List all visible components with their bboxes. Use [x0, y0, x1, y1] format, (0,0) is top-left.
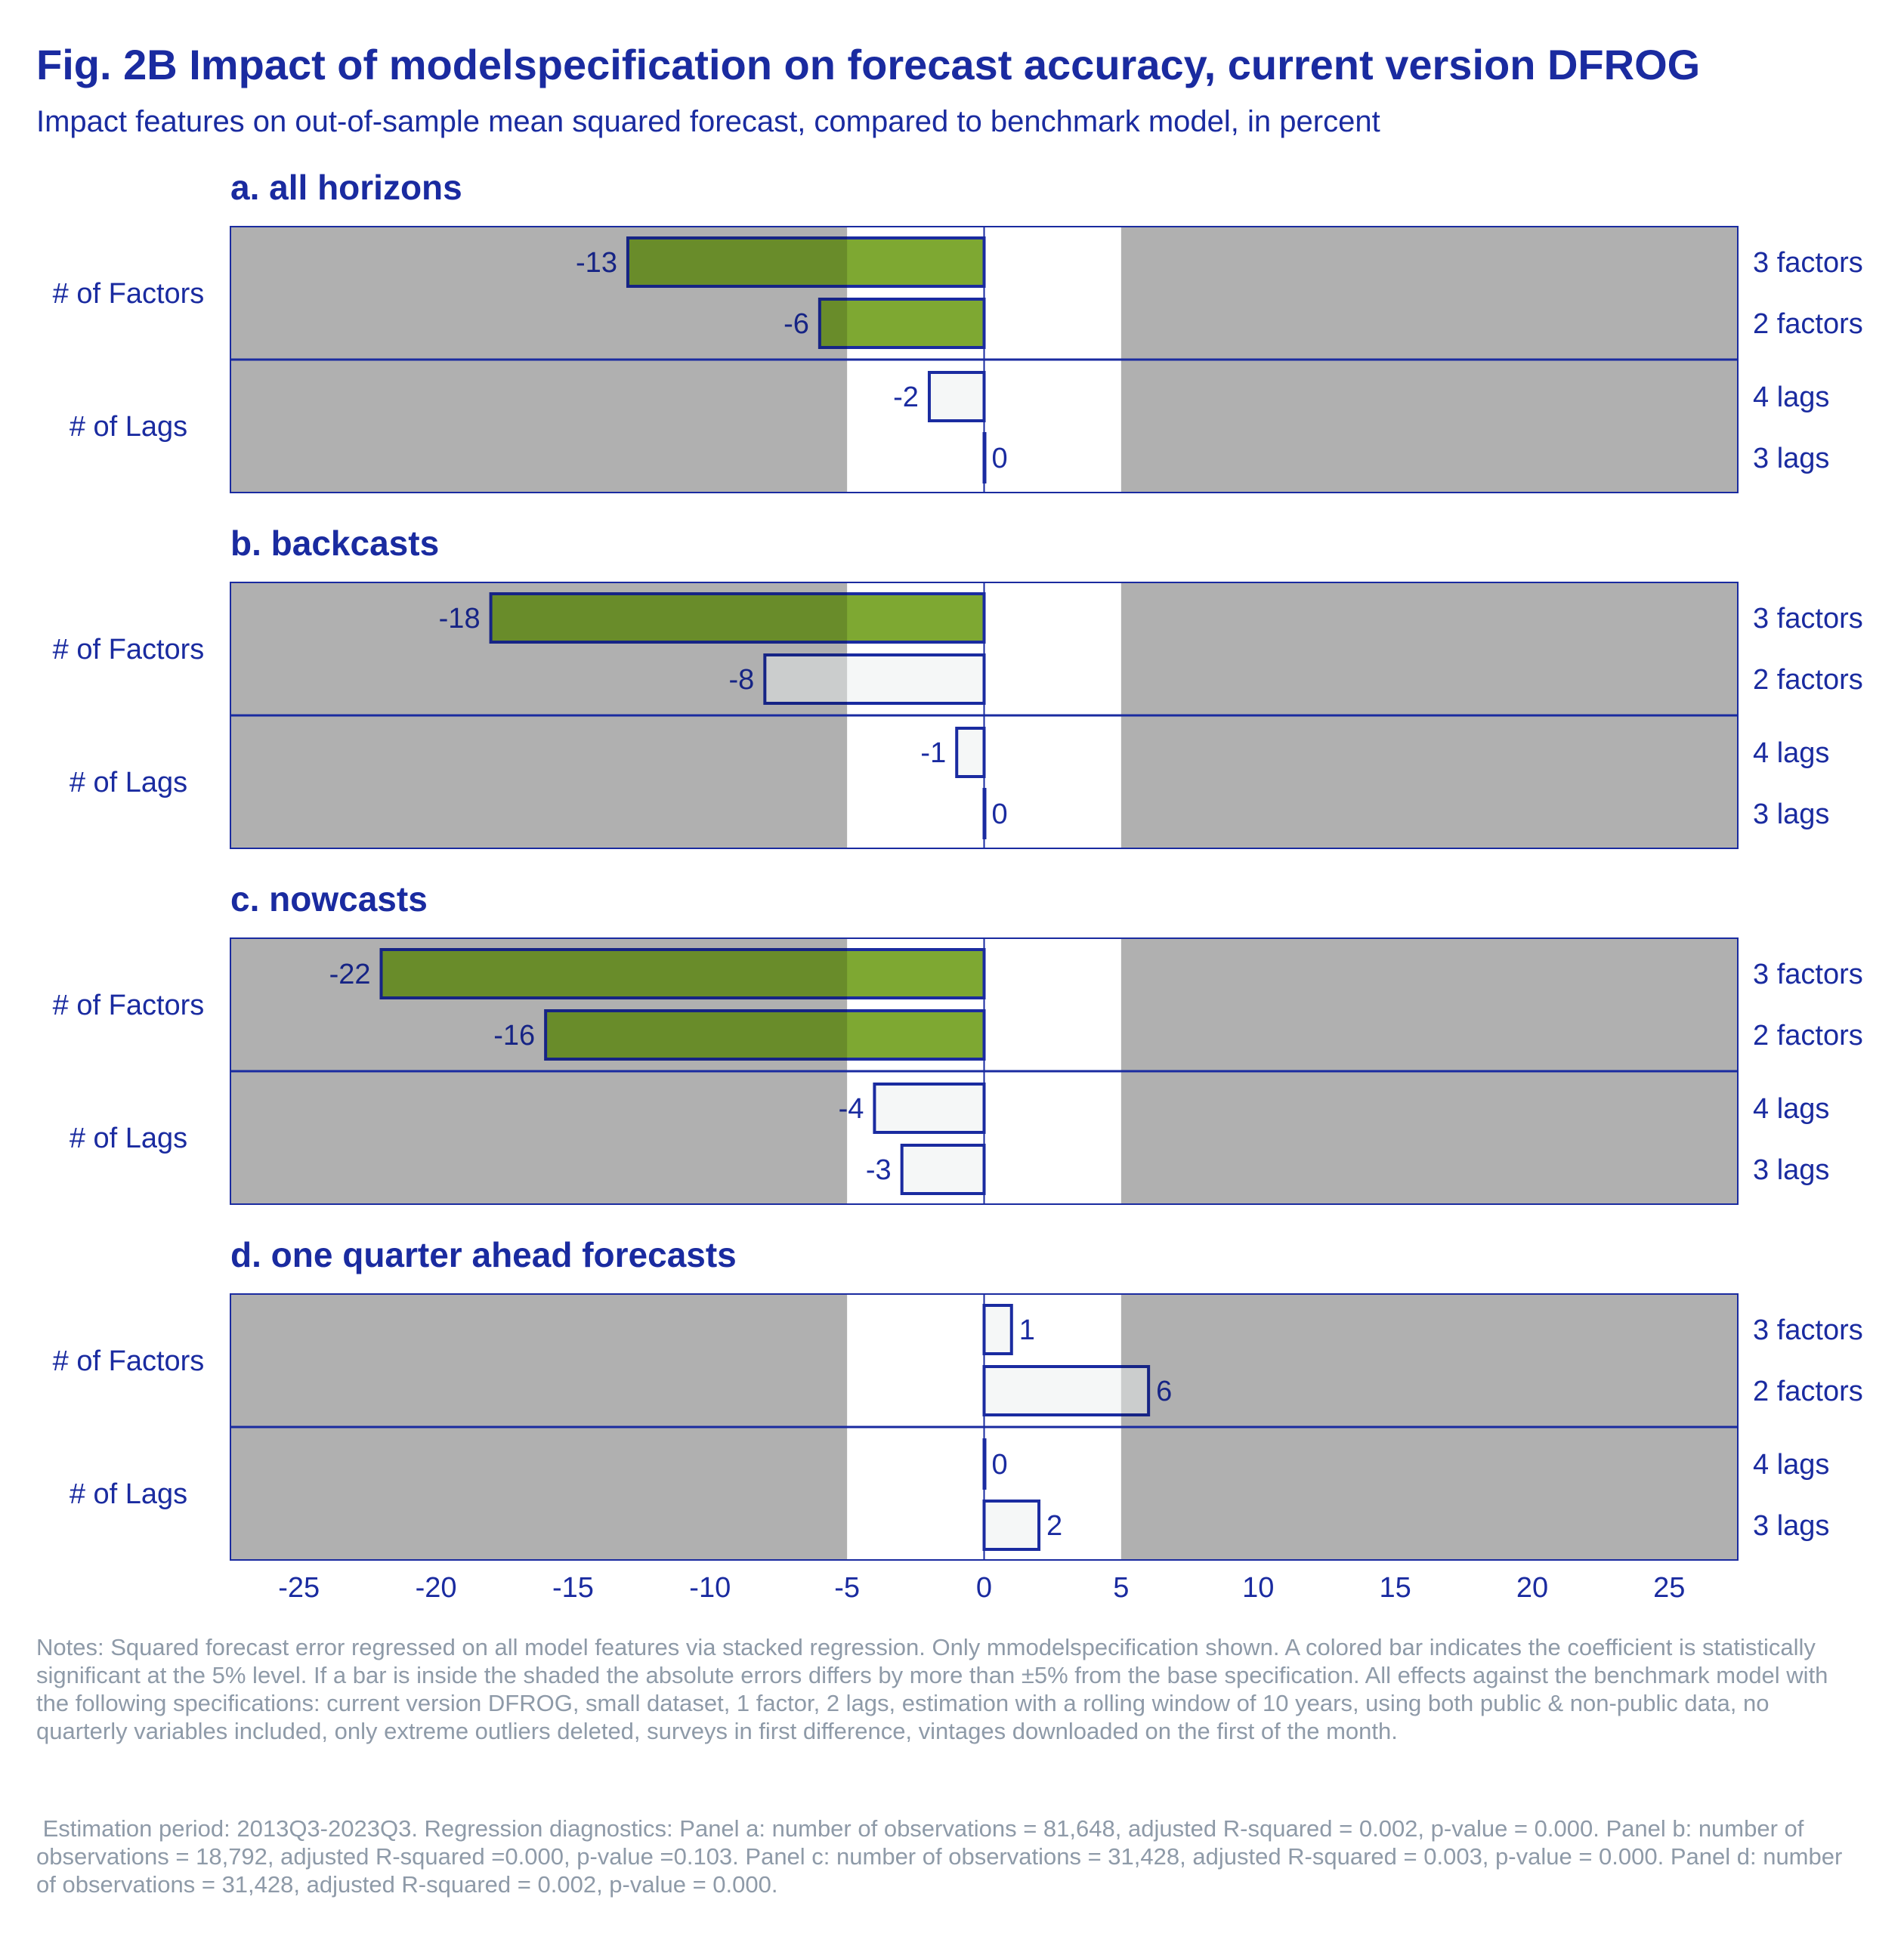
- category-label: 3 factors: [1753, 1314, 1863, 1346]
- category-label: 4 lags: [1753, 381, 1829, 413]
- panel-title: a. all horizons: [230, 168, 462, 207]
- group-label: # of Lags: [70, 767, 187, 798]
- x-tick-label: -10: [689, 1572, 731, 1604]
- notes-paragraph: Notes: Squared forecast error regressed …: [36, 1634, 1835, 1744]
- x-tick-label: 25: [1653, 1572, 1685, 1604]
- x-tick-label: -20: [416, 1572, 457, 1604]
- group-label: # of Factors: [53, 1345, 205, 1377]
- chart-subtitle: Impact features on out-of-sample mean sq…: [36, 105, 1380, 138]
- x-tick-label: 10: [1242, 1572, 1274, 1604]
- panel-title: c. nowcasts: [230, 879, 428, 919]
- data-label: 2: [1046, 1510, 1062, 1542]
- category-label: 3 lags: [1753, 1154, 1829, 1186]
- bar: [982, 1500, 1041, 1551]
- x-axis: -25 -20 -15 -10 -5 0 5 10 15 20 25: [278, 1572, 1685, 1604]
- x-tick-label: 5: [1113, 1572, 1129, 1604]
- group-label: # of Factors: [53, 990, 205, 1021]
- chart-title: Fig. 2B Impact of modelspecification on …: [36, 41, 1700, 88]
- category-label: 3 factors: [1753, 247, 1863, 279]
- group-label: # of Factors: [53, 278, 205, 310]
- bar: [982, 432, 987, 483]
- x-tick-label: 0: [976, 1572, 992, 1604]
- x-tick-label: 15: [1379, 1572, 1411, 1604]
- data-label: 1: [1019, 1314, 1035, 1346]
- group-label: # of Lags: [70, 1123, 187, 1154]
- data-label: 0: [992, 798, 1008, 830]
- category-label: 2 factors: [1753, 664, 1863, 696]
- group-label: # of Lags: [70, 411, 187, 443]
- bar: [982, 1304, 1013, 1355]
- x-tick-label: -5: [834, 1572, 860, 1604]
- bar: [955, 727, 986, 778]
- category-label: 2 factors: [1753, 1020, 1863, 1052]
- panel-4: d. one quarter ahead forecasts1602# of F…: [53, 1235, 1863, 1561]
- x-tick-label: 20: [1516, 1572, 1548, 1604]
- category-label: 4 lags: [1753, 1093, 1829, 1125]
- bar: [982, 1438, 987, 1490]
- category-label: 3 lags: [1753, 1510, 1829, 1542]
- bar: [873, 1083, 986, 1134]
- panel-1: a. all horizons-13-6-20# of Factors# of …: [53, 168, 1863, 493]
- category-label: 3 lags: [1753, 798, 1829, 830]
- category-label: 4 lags: [1753, 737, 1829, 769]
- estimation-paragraph: Estimation period: 2013Q3-2023Q3. Regres…: [36, 1815, 1849, 1898]
- panel-title: b. backcasts: [230, 524, 439, 563]
- data-label: -2: [893, 381, 919, 413]
- category-label: 2 factors: [1753, 1376, 1863, 1407]
- bar: [900, 1144, 986, 1195]
- data-label: 0: [992, 1449, 1008, 1481]
- category-label: 3 lags: [1753, 443, 1829, 474]
- category-label: 3 factors: [1753, 959, 1863, 990]
- category-label: 4 lags: [1753, 1449, 1829, 1481]
- category-label: 2 factors: [1753, 308, 1863, 340]
- data-label: 0: [992, 443, 1008, 474]
- category-label: 3 factors: [1753, 603, 1863, 635]
- panel-title: d. one quarter ahead forecasts: [230, 1235, 737, 1274]
- bar: [927, 371, 986, 422]
- group-label: # of Factors: [53, 634, 205, 666]
- x-tick-label: -15: [552, 1572, 594, 1604]
- chart-panels: a. all horizons-13-6-20# of Factors# of …: [53, 168, 1863, 1561]
- panel-2: b. backcasts-18-8-10# of Factors# of Lag…: [53, 524, 1863, 849]
- panel-3: c. nowcasts-22-16-4-3# of Factors# of La…: [53, 879, 1863, 1205]
- bar: [982, 788, 987, 839]
- data-label: -1: [920, 737, 946, 769]
- group-label: # of Lags: [70, 1478, 187, 1510]
- data-label: -3: [866, 1154, 892, 1186]
- x-tick-label: -25: [278, 1572, 320, 1604]
